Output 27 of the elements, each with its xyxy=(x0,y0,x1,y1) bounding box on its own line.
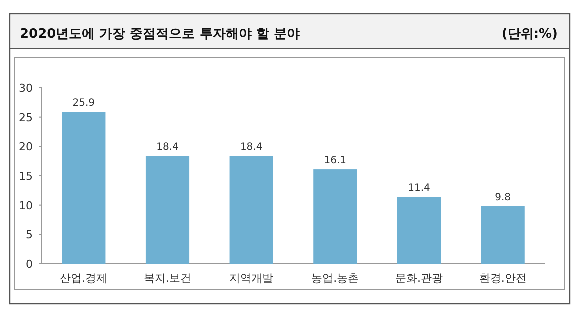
x-tick-label: 복지.보건 xyxy=(144,272,192,285)
x-tick-label: 산업.경제 xyxy=(60,272,108,285)
x-tick-label: 문화.관광 xyxy=(396,272,443,285)
data-label: 18.4 xyxy=(240,142,263,154)
data-label: 9.8 xyxy=(495,192,512,204)
bar xyxy=(481,206,525,264)
bar xyxy=(146,156,190,264)
bar xyxy=(230,156,274,264)
data-label: 18.4 xyxy=(156,142,179,154)
bar xyxy=(314,170,358,264)
y-tick-label: 30 xyxy=(19,82,33,95)
x-tick-label: 환경.안전 xyxy=(479,272,527,285)
x-tick-label: 농업.농촌 xyxy=(312,272,360,285)
bar xyxy=(397,197,442,264)
data-label: 25.9 xyxy=(72,98,96,110)
y-tick-label: 20 xyxy=(19,140,33,154)
chart-title: 2020년도에 가장 중점적으로 투자해야 할 분야 xyxy=(20,27,300,42)
y-tick-label: 15 xyxy=(19,170,33,183)
bar xyxy=(62,112,106,264)
y-tick-label: 25 xyxy=(19,111,33,124)
y-tick-label: 5 xyxy=(26,228,33,242)
data-label: 11.4 xyxy=(408,183,430,194)
y-tick-label: 0 xyxy=(26,258,33,271)
y-tick-label: 10 xyxy=(19,199,33,212)
chart-subtitle: (단위:%) xyxy=(502,27,558,42)
x-tick-label: 지역개발 xyxy=(230,272,274,285)
data-label: 16.1 xyxy=(324,156,347,167)
